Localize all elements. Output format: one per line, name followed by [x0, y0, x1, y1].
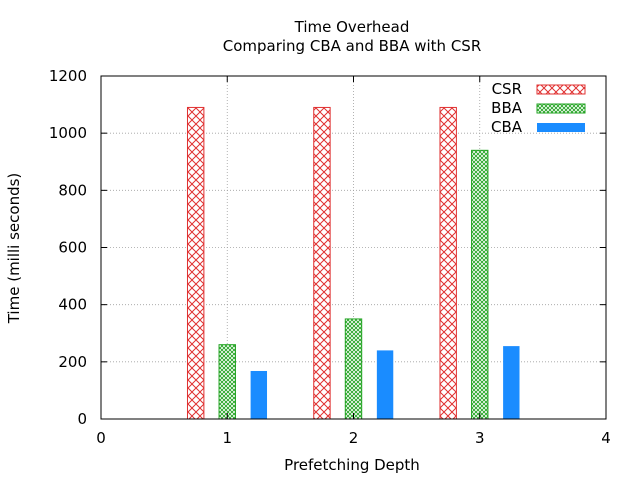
tick-labels: 0 200 400 600 800 1000 1200 0 1 2 3 4 — [49, 67, 611, 447]
x-axis-label: Prefetching Depth — [284, 456, 420, 474]
y-tick-label: 1000 — [49, 124, 87, 142]
x-tick-label: 3 — [475, 429, 485, 447]
y-tick-label: 0 — [77, 410, 87, 428]
x-tick-label: 0 — [96, 429, 106, 447]
legend-label-csr: CSR — [492, 80, 522, 98]
y-tick-label: 400 — [58, 296, 87, 314]
bar-cba-3 — [503, 346, 520, 419]
bar-csr-3 — [439, 106, 457, 420]
y-tick-label: 600 — [58, 239, 87, 257]
legend-label-cba: CBA — [491, 118, 523, 136]
x-tick-label: 2 — [349, 429, 359, 447]
y-axis-label: Time (milli seconds) — [5, 173, 23, 325]
legend-swatch-csr — [536, 84, 586, 95]
x-tick-label: 1 — [222, 429, 232, 447]
bar-bba-1 — [218, 344, 236, 420]
bar-bba-2 — [344, 318, 363, 420]
bar-csr-1 — [186, 106, 205, 420]
legend-label-bba: BBA — [491, 99, 523, 117]
legend-swatch-cba — [537, 123, 585, 132]
chart-subtitle: Comparing CBA and BBA with CSR — [223, 37, 482, 55]
bar-cba-2 — [376, 350, 394, 419]
grid-lines — [101, 76, 606, 419]
axes-group — [100, 75, 607, 420]
bar-csr-2 — [313, 106, 331, 420]
y-tick-label: 800 — [58, 181, 87, 199]
legend-swatch-bba — [536, 103, 586, 114]
bar-bba-3 — [471, 149, 489, 420]
x-tick-label: 4 — [601, 429, 611, 447]
chart-title: Time Overhead — [294, 18, 410, 36]
bar-cba-1 — [250, 370, 268, 419]
y-tick-label: 1200 — [49, 67, 87, 85]
y-tick-label: 200 — [58, 353, 87, 371]
